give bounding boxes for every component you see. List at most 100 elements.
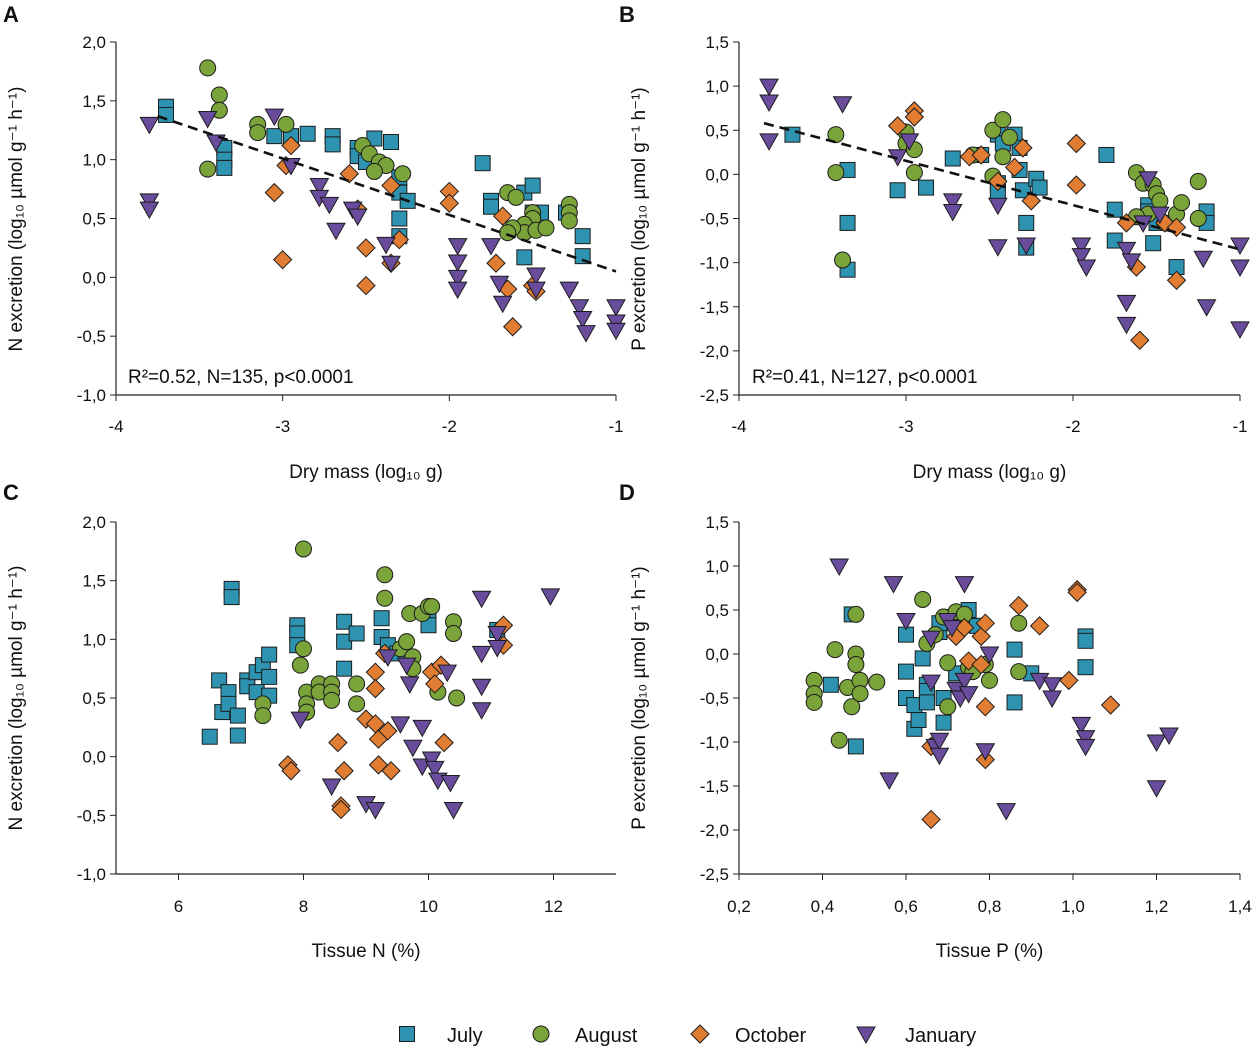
y-tick-label: -2,5 <box>700 386 729 405</box>
legend-label: October <box>735 1025 806 1047</box>
point-july <box>574 228 591 245</box>
x-axis-label: Tissue N (%) <box>311 941 420 962</box>
x-tick-label: -1 <box>1232 417 1247 436</box>
legend-marker-july <box>399 1026 415 1042</box>
point-january <box>197 110 218 129</box>
y-tick-label: -1,0 <box>700 254 729 273</box>
point-july <box>1077 632 1094 649</box>
panel-c: C -1,0 -0,5 0,0 0,5 1,0 1,5 2,0 6 8 10 12 Tissue N (… <box>3 480 616 962</box>
point-august <box>295 540 312 558</box>
point-january <box>412 719 433 738</box>
point-january <box>421 751 442 770</box>
point-october <box>389 229 410 250</box>
legend-marker-january <box>856 1026 876 1045</box>
point-july <box>261 668 278 685</box>
point-july <box>1077 659 1094 676</box>
point-august <box>984 121 1002 139</box>
point-july <box>839 214 856 231</box>
x-tick-label: 1,4 <box>1228 897 1252 916</box>
point-january <box>381 255 401 274</box>
point-january <box>206 134 226 153</box>
point-january <box>526 281 546 300</box>
point-january <box>424 760 445 779</box>
point-january <box>975 743 996 761</box>
point-july <box>474 155 491 172</box>
x-tick-label: -2 <box>442 417 457 436</box>
point-october <box>439 193 460 213</box>
point-january <box>987 239 1008 257</box>
y-tick-label: -0,5 <box>77 327 106 346</box>
point-august <box>1151 192 1169 210</box>
point-january <box>309 178 330 196</box>
point-october <box>365 662 386 682</box>
scatter-points <box>805 558 1179 830</box>
point-october <box>425 674 445 694</box>
point-january <box>319 196 340 215</box>
point-january <box>1075 730 1096 748</box>
legend-item-july: July <box>399 1025 483 1047</box>
point-january <box>471 678 492 697</box>
y-tick-label: 1,5 <box>82 92 106 111</box>
point-october <box>1166 270 1187 290</box>
y-tick-label: -2,0 <box>700 342 729 361</box>
point-july <box>524 177 541 194</box>
point-august <box>323 691 341 709</box>
y-tick-label: -2,0 <box>700 821 729 840</box>
point-january <box>447 238 468 256</box>
series-august <box>254 540 466 725</box>
legend-item-october: October <box>690 1024 806 1047</box>
point-october <box>1067 582 1087 603</box>
scatter-points <box>139 59 626 343</box>
point-july <box>229 727 246 744</box>
point-august <box>939 654 957 672</box>
point-october <box>434 732 454 753</box>
point-january <box>264 108 285 127</box>
point-august <box>994 148 1012 166</box>
point-july <box>935 714 952 731</box>
point-january <box>487 640 508 658</box>
x-tick-label: -3 <box>275 417 290 436</box>
x-tick-label: 10 <box>419 897 438 916</box>
legend-label: July <box>447 1025 483 1047</box>
point-july <box>1031 179 1048 196</box>
point-august <box>537 219 555 237</box>
point-january <box>921 674 941 693</box>
point-january <box>1075 738 1096 757</box>
point-august <box>847 656 865 674</box>
series-january <box>829 558 1179 821</box>
panel-d: D -2,5 -2,0 -1,5 -1,0 -0,5 0,0 0,5 1,0 1,5 0,2 0,4 0… <box>619 480 1252 962</box>
point-october <box>272 249 293 270</box>
point-january <box>759 94 779 113</box>
x-axis-label: Dry mass (log₁₀ g) <box>913 462 1067 483</box>
point-october <box>365 678 386 699</box>
panel-letter: B <box>619 2 635 27</box>
point-august <box>376 589 394 607</box>
point-january <box>526 267 546 285</box>
point-july <box>391 210 408 227</box>
point-august <box>1189 210 1207 227</box>
stats-annotation: R²=0.41, N=127, p<0.0001 <box>752 367 978 388</box>
point-october <box>378 721 398 741</box>
y-tick-label: 1,5 <box>705 513 729 532</box>
point-january <box>471 590 492 609</box>
x-tick-label: 12 <box>544 897 563 916</box>
series-january <box>139 108 626 343</box>
point-january <box>576 325 596 343</box>
point-october <box>971 654 991 675</box>
point-august <box>827 126 845 144</box>
point-july <box>822 676 839 693</box>
x-tick-label: 0,6 <box>894 897 918 916</box>
point-october <box>1009 595 1029 616</box>
scatter-points <box>201 540 561 820</box>
y-tick-label: 0,0 <box>82 268 106 287</box>
point-july <box>223 589 240 606</box>
x-tick-label: -3 <box>898 417 913 436</box>
point-august <box>868 673 886 691</box>
point-january <box>942 620 962 638</box>
point-january <box>606 322 626 341</box>
y-tick-label: 1,5 <box>82 572 106 591</box>
point-january <box>437 664 458 683</box>
y-tick-label: -0,5 <box>77 806 106 825</box>
point-august <box>851 685 869 703</box>
